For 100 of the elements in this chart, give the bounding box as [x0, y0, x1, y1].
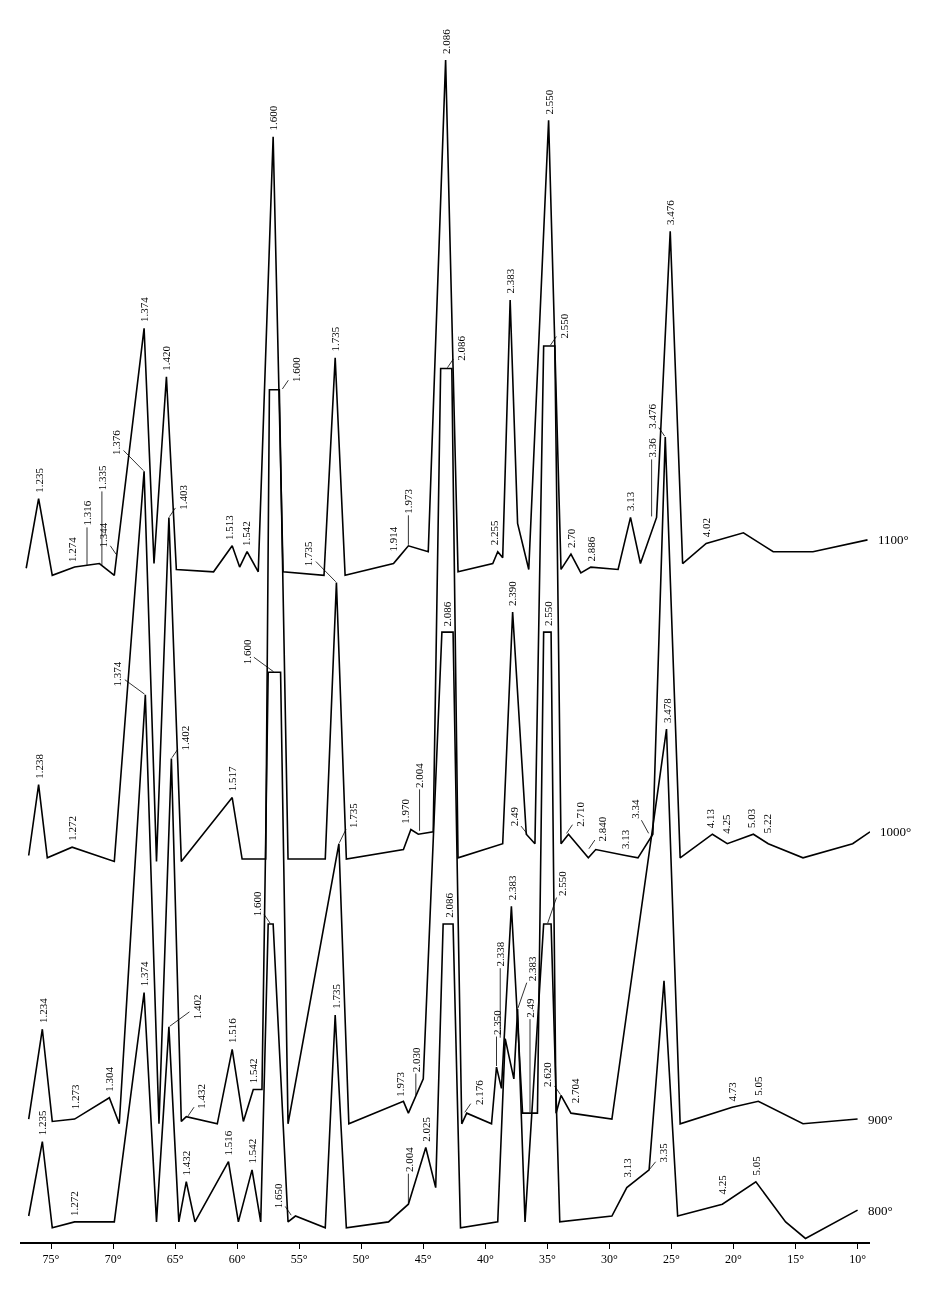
annotation: 1.403: [176, 484, 189, 510]
x-tick-label: 50°: [352, 1252, 370, 1267]
annotation: 2.704: [569, 1078, 582, 1104]
annotation: 3.478: [660, 697, 673, 724]
annotation: 1.650: [272, 1183, 285, 1209]
annotation: 1.304: [103, 1066, 116, 1092]
annotation: 1.600: [289, 356, 302, 383]
annotation: 1.273: [69, 1083, 82, 1110]
annotation: 1.235: [36, 1110, 49, 1136]
annotation: 2.383: [525, 955, 538, 982]
annotation: 4.25: [716, 1174, 729, 1195]
annotation: 2.004: [413, 762, 426, 788]
annotation: 1.542: [247, 1058, 260, 1084]
annotation: 5.05: [750, 1155, 763, 1176]
annotation: 5.22: [760, 813, 773, 834]
annotation: 1.914: [387, 526, 400, 552]
x-tick-label: 45°: [414, 1252, 432, 1267]
annotation: 1.274: [66, 536, 79, 562]
annotation: 3.13: [621, 1157, 634, 1178]
annotation: 1.432: [195, 1083, 208, 1109]
annotation: 2.710: [574, 801, 587, 827]
annotation: 4.13: [703, 808, 716, 829]
annotation: 1.374: [111, 661, 124, 687]
annotation: 2.338: [494, 941, 507, 967]
annotation: 2.030: [410, 1047, 423, 1073]
annotation: 1.420: [160, 345, 173, 371]
annotation: 2.176: [472, 1079, 485, 1105]
annotation: 1.335: [95, 465, 108, 491]
annotation: 3.36: [645, 437, 658, 458]
annotation: 1.542: [245, 1138, 258, 1164]
annotation: 2.350: [490, 1009, 503, 1036]
annotation: 2.086: [442, 892, 455, 918]
annotation: 1.735: [302, 541, 315, 567]
annotation: 1.516: [226, 1017, 239, 1044]
annotation: 2.383: [503, 268, 516, 294]
annotation: 1.973: [402, 488, 415, 514]
x-tick-label: 15°: [787, 1252, 805, 1267]
annotation: 1.973: [393, 1071, 406, 1097]
x-tick-label: 35°: [538, 1252, 556, 1267]
annotation: 3.476: [645, 403, 658, 429]
x-tick-label: 75°: [42, 1252, 60, 1267]
annotation: 1.402: [179, 725, 192, 751]
annotation: 2.390: [506, 580, 519, 607]
annotation: 2.550: [555, 870, 568, 896]
annotation: 2.550: [541, 600, 554, 626]
series-label: 900°: [868, 1112, 893, 1127]
annotation: 1.735: [328, 326, 341, 352]
annotation: 2.550: [542, 89, 555, 115]
annotation: 1.600: [251, 890, 264, 917]
x-tick-label: 65°: [166, 1252, 184, 1267]
annotation: 1.376: [110, 429, 123, 455]
annotation: 3.13: [624, 491, 637, 511]
annotation: 1.272: [68, 1191, 81, 1217]
annotation: 1.735: [346, 802, 359, 829]
annotation: 5.05: [751, 1075, 764, 1096]
annotation: 2.840: [596, 816, 609, 842]
x-tick-label: 25°: [663, 1252, 681, 1267]
annotation: 2.886: [585, 536, 598, 562]
x-tick-label: 55°: [290, 1252, 308, 1267]
annotation: 3.35: [656, 1142, 669, 1163]
annotation: 1.316: [80, 500, 93, 526]
annotation: 2.49: [507, 806, 520, 827]
series-label: 1000°: [880, 824, 912, 839]
annotation: 1.344: [97, 522, 110, 548]
annotation: 2.025: [419, 1116, 432, 1142]
annotation: 1.374: [137, 960, 150, 987]
x-tick-label: 20°: [725, 1252, 743, 1267]
annotation: 1.235: [32, 467, 45, 493]
annotation: 1.516: [222, 1130, 235, 1156]
annotation: 2.383: [505, 874, 518, 901]
series-label: 800°: [868, 1203, 893, 1218]
annotation: 2.086: [454, 335, 467, 361]
x-tick-label: 10°: [849, 1252, 867, 1267]
annotation: 2.620: [541, 1061, 554, 1087]
series-label: 1100°: [878, 532, 909, 547]
annotation: 2.70: [564, 528, 577, 549]
annotation: 2.004: [402, 1146, 415, 1173]
annotation: 2.086: [441, 601, 454, 627]
annotation: 1.970: [398, 798, 411, 824]
annotation: 4.73: [726, 1081, 739, 1102]
annotation: 4.25: [720, 813, 733, 834]
annotation: 1.272: [66, 816, 79, 841]
x-tick-label: 70°: [104, 1252, 122, 1267]
annotation: 2.086: [440, 28, 453, 55]
annotation: 2.255: [487, 519, 500, 546]
annotation: 1.238: [32, 753, 45, 779]
x-tick-label: 30°: [601, 1252, 619, 1267]
annotation: 1.735: [329, 983, 342, 1009]
x-tick-label: 40°: [476, 1252, 494, 1267]
annotation: 3.13: [619, 829, 632, 850]
annotation: 1.513: [223, 514, 236, 541]
x-tick-label: 60°: [228, 1252, 246, 1267]
annotation: 3.476: [664, 199, 677, 226]
annotation: 1.234: [36, 997, 49, 1024]
annotation: 1.402: [190, 994, 203, 1020]
annotation: 1.374: [138, 296, 151, 322]
annotation: 5.03: [744, 808, 757, 829]
annotation: 4.02: [700, 517, 713, 538]
annotation: 2.49: [524, 997, 537, 1018]
annotation: 1.432: [180, 1150, 193, 1176]
